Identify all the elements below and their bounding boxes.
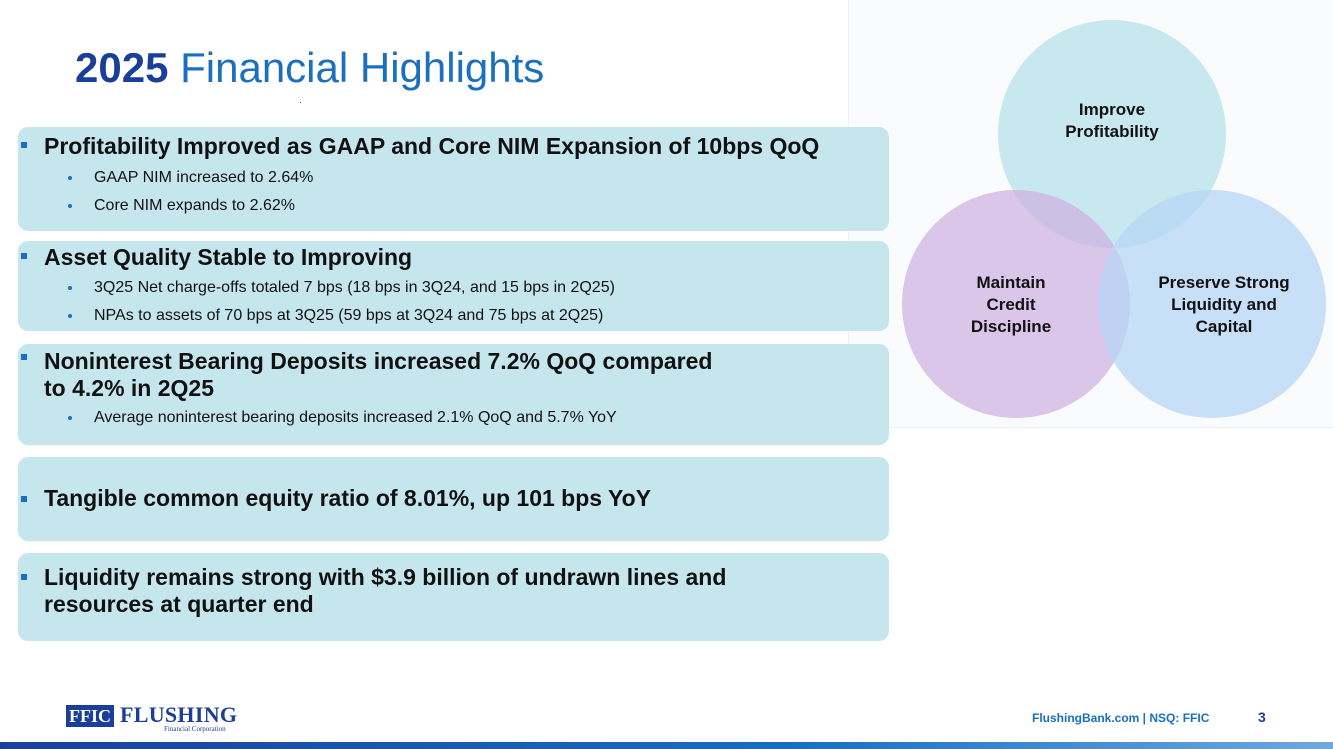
round-bullet-icon bbox=[68, 204, 72, 208]
highlight-sub: Core NIM expands to 2.62% bbox=[94, 197, 295, 214]
logo-ticker: FFIC bbox=[66, 705, 114, 727]
page-title: 2025 Financial Highlights bbox=[75, 44, 544, 92]
footer-website: FlushingBank.com | NSQ: FFIC bbox=[1032, 711, 1210, 725]
venn-label-liquidity: Preserve Strong Liquidity and Capital bbox=[1158, 273, 1290, 336]
highlight-heading: Tangible common equity ratio of 8.01%, u… bbox=[44, 485, 652, 511]
highlight-heading-line2: resources at quarter end bbox=[44, 591, 314, 617]
highlight-box-liquidity: Liquidity remains strong with $3.9 billi… bbox=[18, 553, 889, 641]
strategy-venn-diagram: Improve Profitability Maintain Credit Di… bbox=[890, 20, 1333, 430]
round-bullet-icon bbox=[68, 416, 72, 420]
highlight-box-asset-quality: Asset Quality Stable to Improving 3Q25 N… bbox=[18, 241, 889, 331]
highlight-box-equity: Tangible common equity ratio of 8.01%, u… bbox=[18, 457, 889, 541]
company-logo: FFIC FLUSHING Financial Corporation bbox=[66, 703, 246, 733]
highlight-heading: Profitability Improved as GAAP and Core … bbox=[44, 133, 820, 159]
highlight-box-deposits: Noninterest Bearing Deposits increased 7… bbox=[18, 344, 889, 445]
highlight-sub: 3Q25 Net charge-offs totaled 7 bps (18 b… bbox=[94, 279, 615, 296]
page-number: 3 bbox=[1258, 709, 1266, 725]
highlight-heading-line1: Noninterest Bearing Deposits increased 7… bbox=[44, 348, 713, 374]
venn-label-credit: Maintain Credit Discipline bbox=[970, 273, 1052, 336]
venn-circle-liquidity bbox=[1098, 190, 1326, 418]
square-bullet-icon bbox=[21, 142, 27, 148]
title-year: 2025 bbox=[75, 44, 169, 91]
logo-name: FLUSHING bbox=[120, 702, 238, 727]
title-text: Financial Highlights bbox=[180, 44, 545, 91]
venn-circle-credit bbox=[902, 190, 1130, 418]
decorative-dot bbox=[300, 102, 301, 103]
venn-label-profitability: Improve Profitability bbox=[1065, 100, 1159, 141]
highlight-heading-line1: Liquidity remains strong with $3.9 billi… bbox=[44, 564, 727, 590]
square-bullet-icon bbox=[21, 354, 27, 360]
highlight-heading: Asset Quality Stable to Improving bbox=[44, 244, 413, 270]
highlight-sub: Average noninterest bearing deposits inc… bbox=[94, 409, 617, 426]
highlight-box-profitability: Profitability Improved as GAAP and Core … bbox=[18, 127, 889, 231]
round-bullet-icon bbox=[68, 286, 72, 290]
square-bullet-icon bbox=[21, 574, 27, 580]
square-bullet-icon bbox=[21, 496, 27, 502]
bottom-accent-bar bbox=[0, 742, 1333, 749]
round-bullet-icon bbox=[68, 176, 72, 180]
highlight-heading-line2: to 4.2% in 2Q25 bbox=[44, 375, 215, 401]
highlight-sub: NPAs to assets of 70 bps at 3Q25 (59 bps… bbox=[94, 307, 604, 324]
square-bullet-icon bbox=[21, 253, 27, 259]
highlight-sub: GAAP NIM increased to 2.64% bbox=[94, 169, 314, 186]
round-bullet-icon bbox=[68, 314, 72, 318]
logo-subtitle: Financial Corporation bbox=[164, 725, 226, 733]
